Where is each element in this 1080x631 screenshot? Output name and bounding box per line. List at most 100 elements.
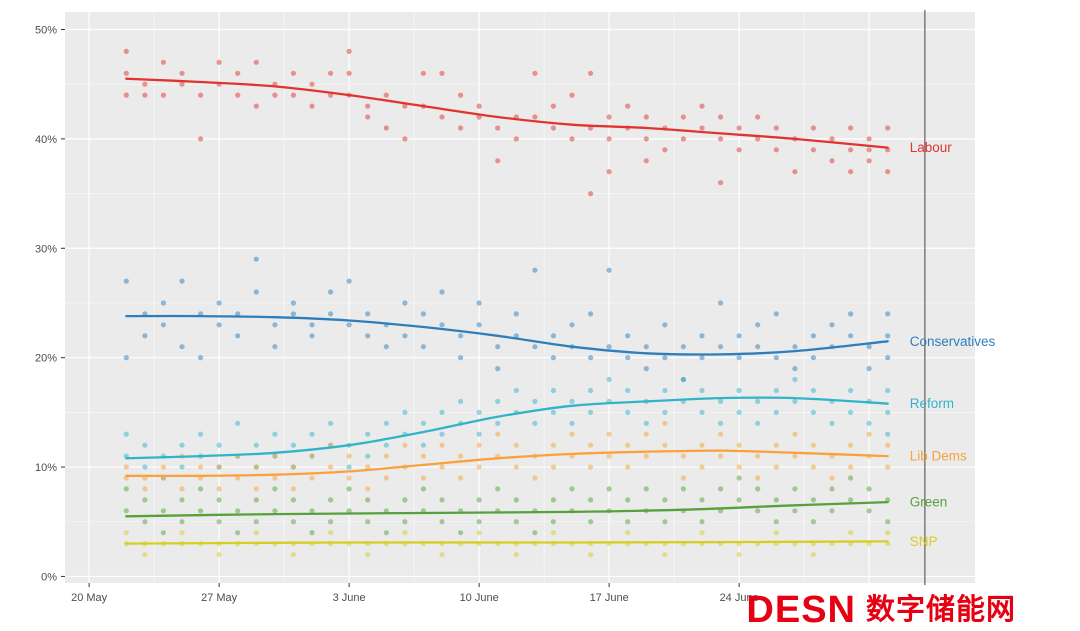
- poll-point: [383, 442, 389, 448]
- poll-point: [643, 344, 649, 350]
- poll-point: [810, 464, 817, 470]
- poll-point: [829, 475, 835, 481]
- poll-point: [253, 486, 259, 492]
- poll-point: [885, 409, 891, 415]
- poll-point: [773, 530, 779, 536]
- poll-point: [309, 322, 315, 328]
- poll-point: [476, 497, 482, 503]
- poll-point: [643, 420, 649, 426]
- poll-point: [699, 103, 705, 109]
- poll-point: [550, 464, 557, 470]
- poll-point: [550, 125, 557, 131]
- poll-point: [513, 333, 519, 339]
- poll-point: [179, 81, 185, 87]
- poll-point: [383, 530, 389, 536]
- poll-point: [550, 387, 557, 394]
- poll-point: [402, 333, 408, 339]
- poll-point: [142, 333, 148, 339]
- poll-point: [588, 442, 594, 448]
- poll-point: [569, 486, 575, 492]
- poll-point: [142, 519, 148, 525]
- poll-point: [680, 453, 687, 459]
- poll-point: [848, 311, 854, 317]
- poll-point: [680, 486, 687, 492]
- poll-point: [495, 431, 501, 437]
- poll-point: [606, 453, 612, 459]
- series-label-snp: SNP: [910, 534, 938, 549]
- poll-point: [272, 486, 278, 492]
- poll-point: [643, 431, 649, 437]
- poll-point: [328, 464, 334, 470]
- axes: 20 May 27 May 3 June 10 June 17 June 24 June 0…: [35, 25, 759, 604]
- poll-point: [365, 431, 371, 437]
- poll-point: [643, 453, 649, 459]
- poll-point: [290, 311, 296, 317]
- poll-point: [718, 136, 724, 142]
- poll-point: [160, 92, 166, 98]
- poll-point: [866, 486, 872, 492]
- poll-point: [755, 398, 761, 404]
- y-tick-label: 10%: [35, 462, 57, 474]
- poll-point: [866, 344, 872, 350]
- poll-point: [383, 92, 389, 98]
- poll-point: [848, 147, 854, 153]
- poll-point: [495, 420, 501, 426]
- poll-point: [235, 333, 241, 339]
- poll-point: [272, 344, 278, 350]
- poll-point: [662, 147, 668, 153]
- poll-point: [198, 355, 204, 361]
- poll-point: [476, 464, 482, 470]
- poll-point: [736, 497, 742, 503]
- poll-point: [606, 486, 612, 492]
- poll-point: [699, 355, 705, 361]
- poll-point: [439, 70, 445, 76]
- poll-point: [829, 508, 835, 514]
- poll-point: [328, 70, 334, 76]
- poll-point: [346, 508, 352, 514]
- poll-point: [550, 355, 557, 361]
- poll-point: [588, 519, 594, 525]
- poll-point: [755, 136, 761, 142]
- poll-point: [643, 136, 649, 142]
- poll-point: [309, 453, 315, 459]
- poll-point: [625, 355, 631, 361]
- poll-point: [235, 311, 241, 317]
- poll-point: [662, 442, 668, 448]
- poll-point: [773, 355, 779, 361]
- poll-point: [253, 442, 259, 448]
- poll-point: [198, 92, 204, 98]
- poll-point: [550, 333, 557, 339]
- poll-point: [829, 136, 835, 142]
- poll-point: [792, 169, 798, 175]
- poll-point: [179, 442, 185, 448]
- poll-point: [550, 519, 557, 525]
- poll-point: [420, 420, 426, 426]
- poll-point: [810, 147, 817, 153]
- poll-point: [699, 333, 705, 339]
- poll-point: [885, 333, 891, 339]
- poll-point: [699, 387, 705, 394]
- poll-point: [625, 530, 631, 536]
- poll-point: [885, 464, 891, 470]
- poll-point: [532, 70, 538, 76]
- poll-point: [402, 497, 408, 503]
- poll-point: [625, 497, 631, 503]
- poll-point: [792, 398, 798, 404]
- poll-point: [346, 464, 352, 470]
- poll-point: [365, 333, 371, 339]
- poll-point: [142, 552, 148, 558]
- poll-point: [810, 125, 817, 131]
- poll-point: [810, 497, 817, 503]
- poll-point: [829, 322, 835, 328]
- poll-point: [290, 464, 296, 470]
- poll-point: [736, 125, 742, 131]
- poll-point: [792, 376, 798, 383]
- poll-point: [588, 464, 594, 470]
- poll-point: [680, 475, 687, 481]
- poll-point: [718, 420, 724, 426]
- poll-point: [123, 48, 129, 55]
- poll-point: [309, 81, 315, 87]
- poll-point: [290, 486, 296, 492]
- poll-point: [383, 125, 389, 131]
- poll-point: [272, 92, 278, 98]
